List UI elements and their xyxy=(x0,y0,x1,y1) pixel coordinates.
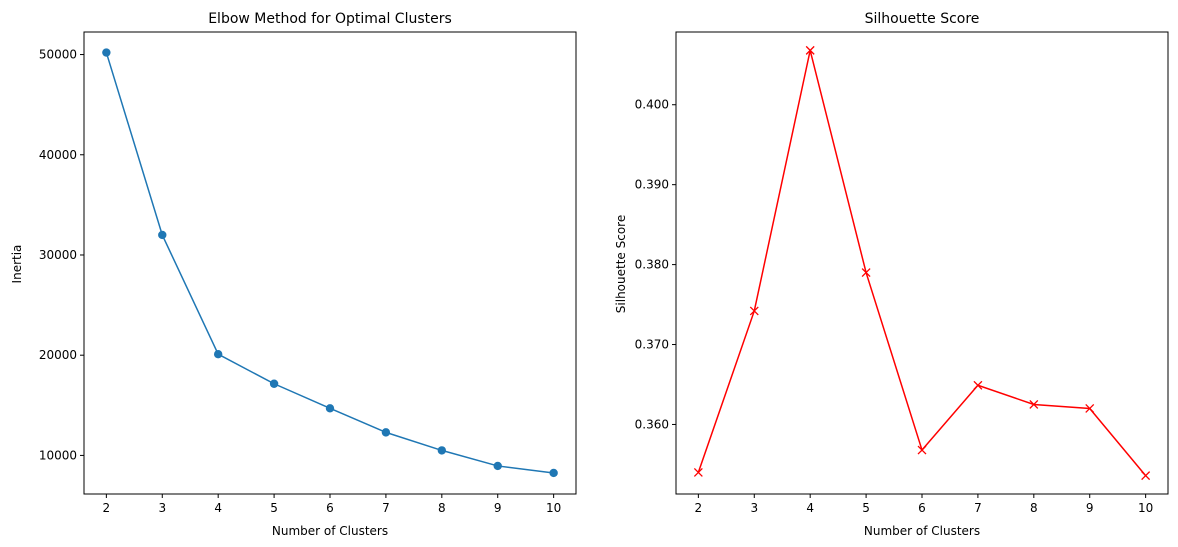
silhouette-chart-data-point xyxy=(918,446,926,454)
silhouette-chart-data-point xyxy=(694,468,702,476)
elbow-chart-title: Elbow Method for Optimal Clusters xyxy=(208,11,452,27)
silhouette-chart-ytick-label: 0.360 xyxy=(635,417,669,431)
elbow-chart-xtick-label: 5 xyxy=(270,501,278,515)
elbow-chart-ytick-label: 40000 xyxy=(39,148,77,162)
silhouette-chart-data-point xyxy=(974,381,982,389)
silhouette-chart-marks xyxy=(694,46,1149,479)
elbow-chart-ytick-label: 20000 xyxy=(39,348,77,362)
silhouette-chart-ylabel: Silhouette Score xyxy=(614,215,628,313)
silhouette-chart-xtick-label: 6 xyxy=(918,501,926,515)
silhouette-chart-ytick-label: 0.370 xyxy=(635,338,669,352)
elbow-chart-frame xyxy=(84,32,576,494)
elbow-chart-data-point xyxy=(270,380,278,388)
elbow-chart-data-point xyxy=(158,231,166,239)
elbow-chart-ytick-label: 50000 xyxy=(39,48,77,62)
elbow-chart-data-point xyxy=(326,404,334,412)
silhouette-chart-title: Silhouette Score xyxy=(865,11,980,27)
silhouette-chart-xtick-label: 4 xyxy=(806,501,814,515)
silhouette-chart-xtick-label: 7 xyxy=(974,501,982,515)
elbow-chart-xlabel: Number of Clusters xyxy=(272,524,388,538)
elbow-chart-data-point xyxy=(438,446,446,454)
silhouette-chart-xtick-label: 3 xyxy=(750,501,758,515)
silhouette-chart-ticks: 2 3 4 5 6 7 8 9 10 0.360 0.370 0.380 0.390 0.400 xyxy=(635,98,1154,515)
elbow-chart-xtick-label: 8 xyxy=(438,501,446,515)
silhouette-chart-xtick-label: 10 xyxy=(1138,501,1153,515)
elbow-chart-xtick-label: 2 xyxy=(103,501,111,515)
elbow-chart-data-point xyxy=(549,469,557,477)
elbow-chart-data-point xyxy=(382,428,390,436)
silhouette-chart-ytick-label: 0.400 xyxy=(635,98,669,112)
elbow-chart-xtick-label: 6 xyxy=(326,501,334,515)
elbow-chart-data-point xyxy=(102,48,110,56)
elbow-chart-data-point xyxy=(494,462,502,470)
elbow-chart-marks xyxy=(102,48,558,477)
silhouette-chart-ytick-label: 0.380 xyxy=(635,258,669,272)
silhouette-chart: Silhouette Score Number of Clusters Silh… xyxy=(614,11,1168,538)
silhouette-chart-xlabel: Number of Clusters xyxy=(864,524,980,538)
elbow-chart-data-point xyxy=(214,350,222,358)
elbow-chart-xtick-label: 7 xyxy=(382,501,390,515)
elbow-chart-ylabel: Inertia xyxy=(10,245,24,284)
silhouette-chart-ytick-label: 0.390 xyxy=(635,178,669,192)
elbow-chart: Elbow Method for Optimal Clusters Number… xyxy=(10,11,576,538)
silhouette-chart-xtick-label: 2 xyxy=(695,501,703,515)
elbow-chart-ytick-label: 30000 xyxy=(39,248,77,262)
silhouette-chart-xtick-label: 5 xyxy=(862,501,870,515)
silhouette-chart-xtick-label: 9 xyxy=(1086,501,1094,515)
elbow-chart-xtick-label: 10 xyxy=(546,501,561,515)
elbow-chart-xtick-label: 9 xyxy=(494,501,502,515)
silhouette-chart-series-line xyxy=(698,50,1145,475)
elbow-chart-xtick-label: 4 xyxy=(214,501,222,515)
elbow-chart-xtick-label: 3 xyxy=(158,501,166,515)
silhouette-chart-data-point xyxy=(1142,472,1150,480)
silhouette-chart-frame xyxy=(676,32,1168,494)
elbow-chart-ytick-label: 10000 xyxy=(39,448,77,462)
elbow-chart-ticks: 2 3 4 5 6 7 8 9 10 10000 20000 30000 40000 50000 xyxy=(39,48,561,515)
silhouette-chart-xtick-label: 8 xyxy=(1030,501,1038,515)
